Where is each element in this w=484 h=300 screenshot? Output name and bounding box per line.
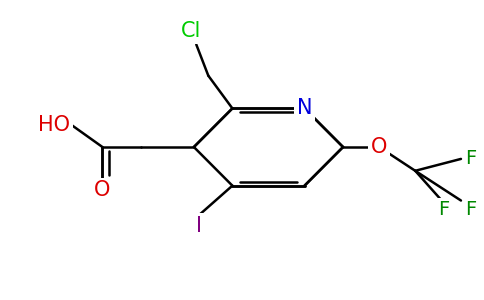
Text: F: F bbox=[465, 200, 476, 219]
Text: Cl: Cl bbox=[182, 21, 202, 41]
Text: F: F bbox=[439, 200, 450, 219]
Text: O: O bbox=[371, 137, 387, 157]
Text: N: N bbox=[297, 98, 312, 118]
Text: HO: HO bbox=[38, 115, 70, 135]
Text: F: F bbox=[465, 149, 476, 168]
Text: I: I bbox=[196, 216, 202, 236]
Text: O: O bbox=[94, 180, 111, 200]
